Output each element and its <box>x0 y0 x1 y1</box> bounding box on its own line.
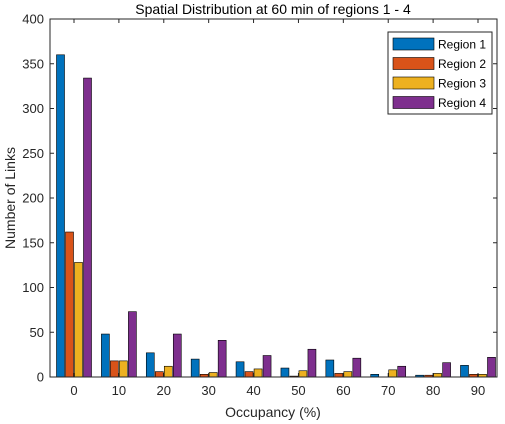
bar-region4-cat-30 <box>217 340 227 378</box>
y-tick-label: 50 <box>30 325 44 340</box>
y-ticks-group: 0 50 100 150 200 250 300 350 400 <box>22 12 497 385</box>
legend-label: Region 2 <box>438 57 486 71</box>
x-tick-label: 0 <box>70 383 77 398</box>
x-tick-label: 50 <box>291 383 305 398</box>
legend-swatch <box>392 76 435 90</box>
bar-region1-cat-50 <box>280 367 290 378</box>
x-tick-label: 80 <box>426 383 440 398</box>
bar-region1-cat-60 <box>325 359 335 378</box>
bar-region3-cat-30 <box>208 372 218 378</box>
bar-region3-cat-20 <box>163 365 173 378</box>
x-tick-label: 40 <box>246 383 260 398</box>
bar-region3-cat-80 <box>433 373 442 378</box>
legend-label: Region 3 <box>438 77 486 91</box>
bar-region4-cat-60 <box>352 357 362 378</box>
bar-region1-cat-0 <box>56 54 65 378</box>
bar-region4-cat-50 <box>307 348 317 378</box>
x-axis-label: Occupancy (%) <box>225 404 321 420</box>
x-tick-label: 70 <box>381 383 395 398</box>
bar-region3-cat-10 <box>119 360 128 378</box>
legend-label: Region 4 <box>438 96 486 110</box>
bar-region4-cat-40 <box>262 355 272 378</box>
y-tick-label: 100 <box>22 280 44 295</box>
x-tick-label: 10 <box>112 383 126 398</box>
bar-region4-cat-0 <box>83 77 92 378</box>
legend-swatch <box>392 57 435 70</box>
bar-region1-cat-90 <box>460 365 469 378</box>
bar-region3-cat-0 <box>74 262 83 378</box>
legend-swatch <box>392 96 435 109</box>
bar-region1-cat-10 <box>101 333 110 378</box>
x-ticks-group: 0 10 20 30 40 50 60 70 80 90 <box>70 19 485 398</box>
y-tick-label: 400 <box>22 12 44 27</box>
x-tick-label: 30 <box>201 383 215 398</box>
y-tick-label: 150 <box>22 235 44 250</box>
x-tick-label: 90 <box>471 383 485 398</box>
bar-region1-cat-30 <box>190 358 200 378</box>
plot-frame <box>49 18 498 378</box>
y-tick-label: 200 <box>22 191 44 206</box>
bar-region3-cat-70 <box>388 369 398 378</box>
x-tick-label: 60 <box>336 383 350 398</box>
bar-region4-cat-90 <box>487 357 496 378</box>
y-tick-label: 0 <box>37 370 44 385</box>
bar-region2-cat-40 <box>244 371 254 378</box>
bar-region4-cat-70 <box>397 365 407 378</box>
x-tick-label: 20 <box>157 383 171 398</box>
bar-region3-cat-60 <box>343 371 353 378</box>
bar-region4-cat-20 <box>172 333 182 378</box>
chart-title: Spatial Distribution at 60 min of region… <box>135 1 411 17</box>
y-tick-label: 350 <box>22 56 44 71</box>
y-axis-label: Number of Links <box>2 147 18 249</box>
legend-swatch <box>392 37 435 51</box>
bar-region3-cat-40 <box>253 368 263 378</box>
bar-region2-cat-0 <box>65 231 74 378</box>
bar-region3-cat-50 <box>298 370 308 378</box>
bar-region4-cat-80 <box>442 362 451 378</box>
bar-region2-cat-60 <box>334 373 344 378</box>
legend: Region 1 Region 2 Region 3 Region 4 <box>387 31 493 115</box>
legend-label: Region 1 <box>438 38 486 52</box>
y-tick-label: 250 <box>22 146 44 161</box>
bar-region1-cat-20 <box>145 352 155 378</box>
bar-region2-cat-10 <box>110 360 119 378</box>
bar-region4-cat-10 <box>128 311 137 378</box>
bar-region1-cat-40 <box>235 361 245 378</box>
y-tick-label: 300 <box>22 101 44 116</box>
bar-region2-cat-20 <box>154 371 164 378</box>
